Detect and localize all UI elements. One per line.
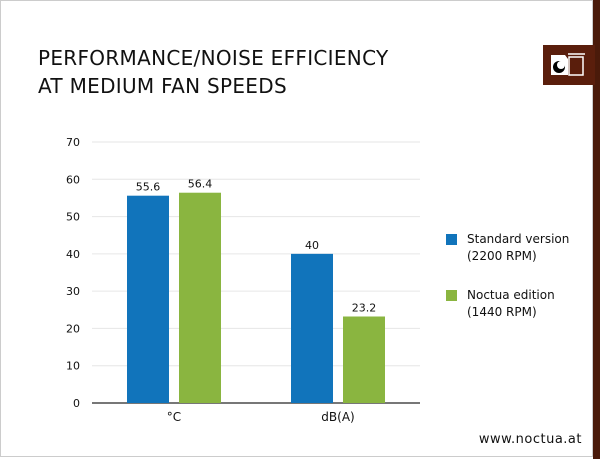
legend-label-rpm: (1440 RPM) (467, 305, 537, 319)
legend-swatch-standard (446, 234, 457, 245)
legend-item-noctua: Noctua edition (1440 RPM) (446, 287, 555, 321)
legend-item-standard: Standard version (2200 RPM) (446, 231, 569, 265)
legend-label: Standard version (467, 232, 570, 246)
y-tick-label: 20 (66, 322, 80, 335)
bar (343, 316, 385, 403)
y-tick-label: 10 (66, 360, 80, 373)
noctua-logo (543, 45, 595, 85)
x-category-label: °C (167, 410, 181, 424)
bar (179, 192, 221, 403)
legend-label: Noctua edition (467, 288, 555, 302)
y-tick-label: 60 (66, 173, 80, 186)
y-tick-label: 0 (73, 397, 80, 410)
legend-label-rpm: (2200 RPM) (467, 249, 537, 263)
data-label: 55.6 (136, 181, 161, 194)
y-tick-label: 40 (66, 248, 80, 261)
data-label: 56.4 (188, 178, 213, 191)
legend-swatch-noctua (446, 290, 457, 301)
bar (127, 195, 169, 403)
title-line-2: AT MEDIUM FAN SPEEDS (38, 74, 287, 98)
y-tick-label: 70 (66, 136, 80, 149)
title-line-1: PERFORMANCE/NOISE EFFICIENCY (38, 46, 389, 70)
y-tick-label: 50 (66, 211, 80, 224)
bar (291, 253, 333, 403)
brand-sidebar (593, 0, 600, 459)
y-tick-label: 30 (66, 285, 80, 298)
chart-title: PERFORMANCE/NOISE EFFICIENCY AT MEDIUM F… (38, 44, 389, 100)
data-label: 40 (305, 239, 319, 252)
website-url[interactable]: www.noctua.at (478, 432, 582, 447)
data-label: 23.2 (352, 301, 377, 314)
x-category-label: dB(A) (321, 410, 354, 424)
